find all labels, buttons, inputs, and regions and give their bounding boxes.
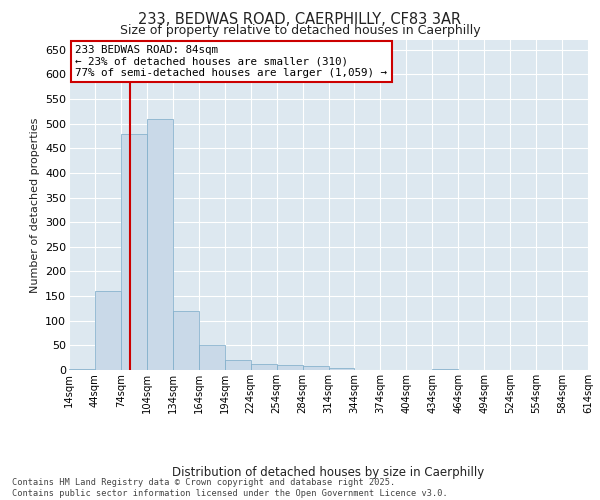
Text: 233, BEDWAS ROAD, CAERPHILLY, CF83 3AR: 233, BEDWAS ROAD, CAERPHILLY, CF83 3AR (139, 12, 461, 28)
Bar (225, 360, 251, 370)
Text: 233 BEDWAS ROAD: 84sqm
← 23% of detached houses are smaller (310)
77% of semi-de: 233 BEDWAS ROAD: 84sqm ← 23% of detached… (75, 45, 387, 78)
Bar (329, 368, 355, 370)
Bar (95, 291, 121, 370)
Bar (69, 368, 95, 370)
Bar (277, 365, 302, 370)
Bar (147, 119, 173, 370)
Bar (251, 364, 277, 370)
Y-axis label: Number of detached properties: Number of detached properties (29, 118, 40, 292)
Bar (432, 368, 458, 370)
Bar (173, 311, 199, 370)
Bar (121, 134, 147, 370)
Text: Size of property relative to detached houses in Caerphilly: Size of property relative to detached ho… (119, 24, 481, 37)
Text: Contains HM Land Registry data © Crown copyright and database right 2025.
Contai: Contains HM Land Registry data © Crown c… (12, 478, 448, 498)
Bar (302, 366, 329, 370)
Bar (199, 346, 224, 370)
X-axis label: Distribution of detached houses by size in Caerphilly: Distribution of detached houses by size … (172, 466, 485, 479)
